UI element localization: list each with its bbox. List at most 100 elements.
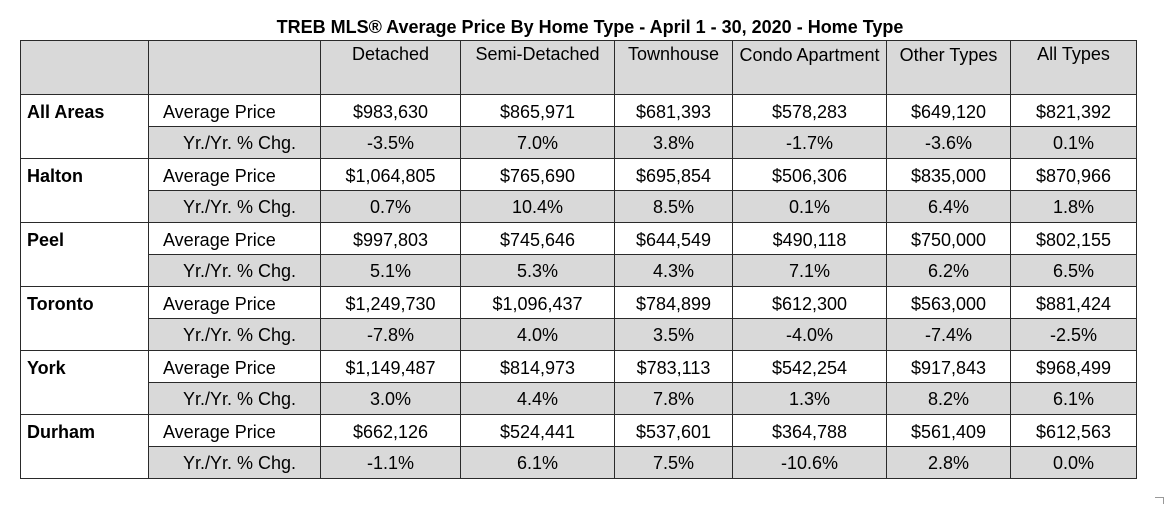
average-price-cell: $784,899: [614, 286, 733, 319]
average-price-cell: $524,441: [460, 414, 615, 447]
metric-label: Average Price: [148, 414, 321, 447]
yoy-change-cell: -3.6%: [886, 126, 1011, 159]
table-row: Yr./Yr. % Chg. 3.0% 4.4% 7.8% 1.3% 8.2% 6.1%: [20, 382, 1137, 415]
header-detached: Detached: [320, 40, 461, 95]
average-price-cell: $542,254: [732, 350, 887, 383]
region-spacer: [20, 318, 149, 351]
header-semi-detached: Semi-Detached: [460, 40, 615, 95]
average-price-cell: $835,000: [886, 158, 1011, 191]
table-row: Durham Average Price $662,126 $524,441 $537,…: [20, 414, 1137, 447]
header-townhouse: Townhouse: [614, 40, 733, 95]
metric-label: Average Price: [148, 158, 321, 191]
region-name: Peel: [20, 222, 149, 255]
yoy-change-cell: 4.3%: [614, 254, 733, 287]
yoy-change-cell: 5.1%: [320, 254, 461, 287]
region-name: Durham: [20, 414, 149, 447]
yoy-change-cell: 7.5%: [614, 446, 733, 479]
header-row: Detached Semi-Detached Townhouse Condo A…: [20, 40, 1137, 95]
header-all-types: All Types: [1010, 40, 1137, 95]
average-price-cell: $814,973: [460, 350, 615, 383]
average-price-cell: $490,118: [732, 222, 887, 255]
metric-label: Average Price: [148, 94, 321, 127]
region-spacer: [20, 254, 149, 287]
average-price-cell: $561,409: [886, 414, 1011, 447]
average-price-cell: $578,283: [732, 94, 887, 127]
yoy-change-cell: 0.1%: [732, 190, 887, 223]
yoy-change-cell: 4.4%: [460, 382, 615, 415]
yoy-change-cell: -2.5%: [1010, 318, 1137, 351]
region-name: Halton: [20, 158, 149, 191]
yoy-change-cell: 6.4%: [886, 190, 1011, 223]
average-price-cell: $870,966: [1010, 158, 1137, 191]
average-price-cell: $1,064,805: [320, 158, 461, 191]
header-condo-apartment: Condo Apartment: [732, 40, 887, 95]
average-price-cell: $662,126: [320, 414, 461, 447]
header-cell: [148, 40, 321, 95]
price-table: Detached Semi-Detached Townhouse Condo A…: [20, 40, 1137, 479]
yoy-change-cell: 4.0%: [460, 318, 615, 351]
average-price-cell: $917,843: [886, 350, 1011, 383]
average-price-cell: $802,155: [1010, 222, 1137, 255]
average-price-cell: $644,549: [614, 222, 733, 255]
yoy-change-cell: 3.5%: [614, 318, 733, 351]
region-spacer: [20, 126, 149, 159]
average-price-cell: $783,113: [614, 350, 733, 383]
yoy-change-cell: -4.0%: [732, 318, 887, 351]
yoy-change-cell: 6.2%: [886, 254, 1011, 287]
table-row: York Average Price $1,149,487 $814,973 $783,…: [20, 350, 1137, 383]
yoy-change-cell: 6.1%: [1010, 382, 1137, 415]
table-row: Yr./Yr. % Chg. 0.7% 10.4% 8.5% 0.1% 6.4% 1.8%: [20, 190, 1137, 223]
yoy-change-cell: 10.4%: [460, 190, 615, 223]
yoy-change-cell: 7.0%: [460, 126, 615, 159]
average-price-cell: $983,630: [320, 94, 461, 127]
average-price-cell: $997,803: [320, 222, 461, 255]
average-price-cell: $649,120: [886, 94, 1011, 127]
metric-label: Average Price: [148, 222, 321, 255]
header-other-types: Other Types: [886, 40, 1011, 95]
average-price-cell: $1,149,487: [320, 350, 461, 383]
table-row: Yr./Yr. % Chg. -1.1% 6.1% 7.5% -10.6% 2.8% 0.0…: [20, 446, 1137, 479]
corner-mark: [1155, 497, 1164, 504]
yoy-change-cell: -10.6%: [732, 446, 887, 479]
header-cell: [20, 40, 149, 95]
region-name: Toronto: [20, 286, 149, 319]
yoy-change-cell: 8.2%: [886, 382, 1011, 415]
average-price-cell: $612,563: [1010, 414, 1137, 447]
yoy-change-cell: 0.1%: [1010, 126, 1137, 159]
region-spacer: [20, 446, 149, 479]
metric-label: Yr./Yr. % Chg.: [148, 446, 321, 479]
yoy-change-cell: -7.8%: [320, 318, 461, 351]
average-price-cell: $506,306: [732, 158, 887, 191]
average-price-cell: $681,393: [614, 94, 733, 127]
metric-label: Yr./Yr. % Chg.: [148, 126, 321, 159]
metric-label: Yr./Yr. % Chg.: [148, 190, 321, 223]
metric-label: Average Price: [148, 286, 321, 319]
yoy-change-cell: 0.0%: [1010, 446, 1137, 479]
average-price-cell: $745,646: [460, 222, 615, 255]
metric-label: Yr./Yr. % Chg.: [148, 254, 321, 287]
average-price-cell: $1,096,437: [460, 286, 615, 319]
yoy-change-cell: -3.5%: [320, 126, 461, 159]
yoy-change-cell: 1.3%: [732, 382, 887, 415]
yoy-change-cell: 3.8%: [614, 126, 733, 159]
average-price-cell: $537,601: [614, 414, 733, 447]
metric-label: Yr./Yr. % Chg.: [148, 318, 321, 351]
yoy-change-cell: 7.8%: [614, 382, 733, 415]
region-name: All Areas: [20, 94, 149, 127]
yoy-change-cell: 1.8%: [1010, 190, 1137, 223]
yoy-change-cell: 5.3%: [460, 254, 615, 287]
yoy-change-cell: -1.7%: [732, 126, 887, 159]
average-price-cell: $612,300: [732, 286, 887, 319]
region-spacer: [20, 382, 149, 415]
average-price-cell: $968,499: [1010, 350, 1137, 383]
table-row: Halton Average Price $1,064,805 $765,690 $69…: [20, 158, 1137, 191]
average-price-cell: $750,000: [886, 222, 1011, 255]
region-spacer: [20, 190, 149, 223]
metric-label: Average Price: [148, 350, 321, 383]
average-price-cell: $865,971: [460, 94, 615, 127]
average-price-cell: $821,392: [1010, 94, 1137, 127]
yoy-change-cell: -7.4%: [886, 318, 1011, 351]
average-price-cell: $1,249,730: [320, 286, 461, 319]
average-price-cell: $881,424: [1010, 286, 1137, 319]
region-name: York: [20, 350, 149, 383]
